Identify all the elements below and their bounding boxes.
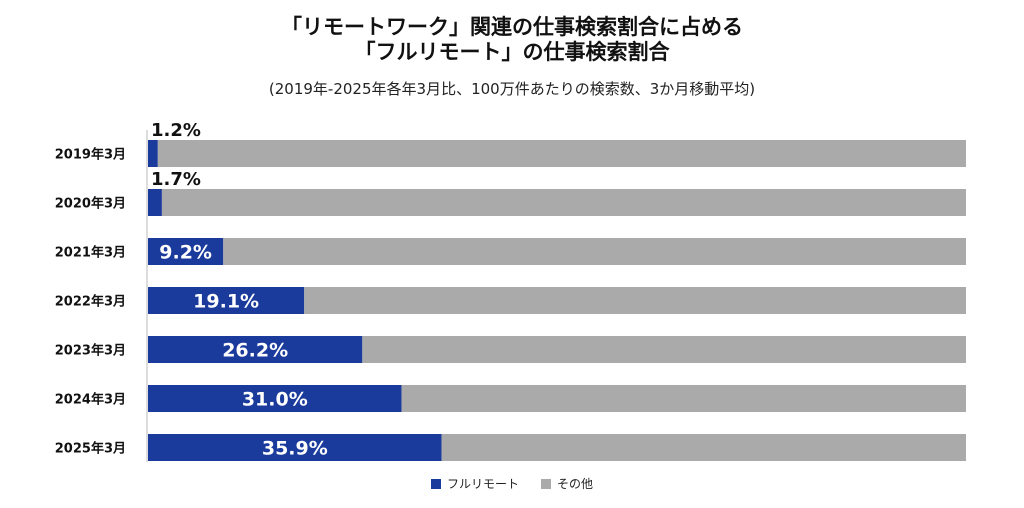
data-label: 9.2% <box>159 242 212 264</box>
bar-full-remote <box>148 385 402 412</box>
bar-full-remote <box>148 287 305 314</box>
data-label: 35.9% <box>262 438 328 460</box>
data-label: 31.0% <box>242 389 308 411</box>
bar-full-remote <box>148 434 442 461</box>
legend-label-full-remote: フルリモート <box>446 477 519 491</box>
data-label: 1.2% <box>151 120 201 141</box>
legend-label-other: その他 <box>557 477 594 491</box>
data-label: 26.2% <box>222 340 288 362</box>
bar-other <box>161 189 966 216</box>
bar-full-remote <box>148 238 224 265</box>
legend-swatch-full-remote <box>430 478 441 489</box>
category-label: 2020年3月 <box>55 196 126 212</box>
category-label: 2023年3月 <box>55 343 126 359</box>
bar-other <box>401 385 967 412</box>
bar-other <box>362 336 966 363</box>
chart-title-line1: 「リモートワーク」関連の仕事検索割合に占める <box>281 15 743 39</box>
bar-full-remote <box>148 189 162 216</box>
legend-item-full-remote: フルリモート <box>430 475 519 492</box>
bar-full-remote <box>148 140 158 167</box>
bar-full-remote <box>148 336 363 363</box>
category-label: 2019年3月 <box>55 147 126 163</box>
legend-item-other: その他 <box>541 475 593 492</box>
category-label: 2022年3月 <box>55 294 126 310</box>
bar-chart: 2019年3月 1.2% 2020年3月 1.7% 2021年3月 9.2% 2022年3月… <box>55 120 967 462</box>
bar-other <box>157 140 967 167</box>
bar-other <box>223 238 967 265</box>
data-label: 19.1% <box>193 291 259 313</box>
chart-legend: フルリモート その他 <box>0 475 1024 492</box>
legend-swatch-other <box>541 478 551 489</box>
data-label: 1.7% <box>151 169 201 190</box>
chart-title-line2: 「フルリモート」の仕事検索割合 <box>354 40 670 64</box>
category-label: 2024年3月 <box>55 392 126 408</box>
category-label: 2021年3月 <box>55 245 126 261</box>
bar-other <box>441 434 966 461</box>
chart-subtitle: (2019年-2025年各年3月比、100万件あたりの検索数、3か月移動平均) <box>268 80 756 98</box>
category-label: 2025年3月 <box>55 441 126 457</box>
bar-other <box>304 287 966 314</box>
